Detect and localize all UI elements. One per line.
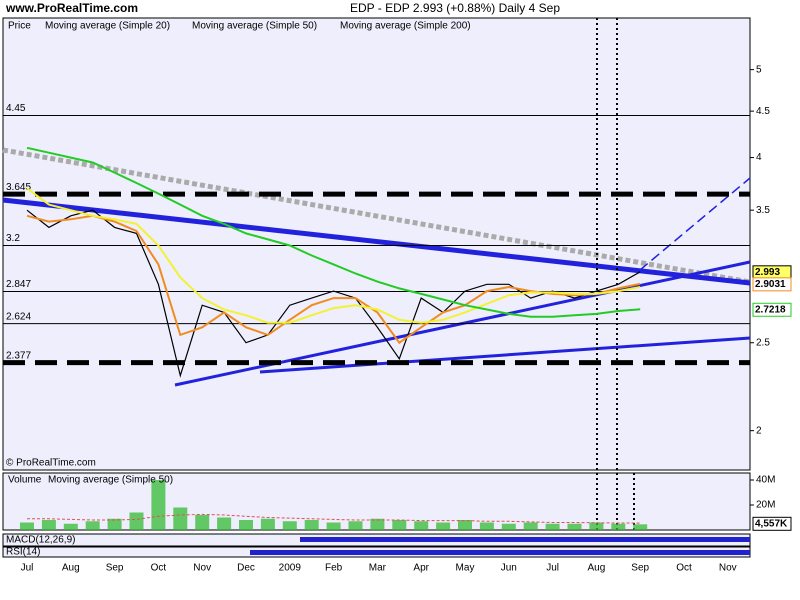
x-tick-label: Mar [369, 563, 387, 574]
level-label: 4.45 [6, 103, 26, 114]
x-tick-label: 2009 [279, 563, 302, 574]
volume-bar [20, 522, 34, 530]
volume-bar [63, 523, 78, 530]
volume-bar [523, 522, 538, 530]
level-label: 2.847 [6, 279, 31, 290]
x-tick-label: Nov [193, 563, 211, 574]
volume-average [27, 513, 641, 524]
volume-bar [41, 520, 56, 530]
last-value-box [752, 516, 792, 531]
moving-average [26, 187, 641, 324]
x-tick-label: Jul [21, 563, 34, 574]
x-tick-label: Feb [325, 563, 343, 574]
trendline [2, 197, 751, 286]
site-name: www.ProRealTime.com [5, 1, 138, 15]
chart-title: EDP - EDP 2.993 (+0.88%) Daily 4 Sep [350, 1, 560, 15]
volume-bar [85, 521, 100, 530]
volume-bar [567, 523, 582, 530]
y-tick-label: 2.5 [756, 337, 770, 348]
price-line [26, 209, 641, 378]
volume-bar [501, 523, 516, 530]
volume-bar [633, 524, 648, 530]
rsi-band [250, 550, 750, 555]
legend-label: Volume [8, 475, 42, 486]
last-value-label: 2.7218 [755, 304, 786, 315]
volume-bar [129, 512, 144, 530]
volume-bar [436, 522, 451, 530]
legend-label: Moving average (Simple 20) [45, 21, 170, 32]
volume-bar [282, 521, 297, 530]
x-tick-label: Aug [62, 563, 80, 574]
volume-bar [217, 517, 232, 530]
y-tick-label: 5 [756, 64, 762, 75]
level-label: 2.624 [6, 311, 31, 322]
level-label: 3.645 [6, 182, 31, 193]
indicator-label: RSI(14) [6, 547, 40, 558]
x-tick-label: Aug [588, 563, 606, 574]
level-label: 2.377 [6, 350, 31, 361]
volume-bar [370, 518, 385, 530]
volume-bar [326, 522, 341, 530]
x-tick-label: Nov [719, 563, 737, 574]
volume-bar [479, 522, 494, 530]
legend-label: Moving average (Simple 200) [340, 21, 471, 32]
y-tick-label: 20M [756, 500, 775, 511]
y-tick-label: 3.5 [756, 205, 770, 216]
macd-band [300, 537, 750, 542]
x-tick-label: Sep [631, 563, 649, 574]
trendline [639, 177, 751, 271]
last-value-box [752, 277, 792, 292]
volume-bar [458, 520, 472, 530]
y-tick-label: 40M [756, 475, 775, 486]
x-tick-label: Sep [106, 563, 124, 574]
last-value-label: 4,557K [755, 518, 788, 529]
last-value-box [752, 302, 792, 317]
volume-bar [611, 523, 626, 530]
y-tick-label: 4.5 [756, 106, 770, 117]
x-tick-label: Jun [501, 563, 517, 574]
volume-bar [195, 515, 210, 530]
volume-bar [239, 520, 253, 530]
indicator-label: MACD(12,26,9) [6, 535, 75, 546]
y-tick-label: 2 [756, 425, 762, 436]
trendline [2, 147, 751, 285]
x-tick-label: Oct [151, 563, 167, 574]
volume-bar [348, 521, 363, 530]
volume-bar [107, 518, 122, 530]
legend-label: Moving average (Simple 50) [192, 21, 317, 32]
volume-bar [414, 521, 429, 530]
x-tick-label: Dec [237, 563, 255, 574]
level-label: 3.2 [6, 233, 20, 244]
volume-bar [589, 522, 604, 530]
x-tick-label: Jul [546, 563, 559, 574]
trendline [259, 336, 751, 374]
volume-bar [392, 520, 407, 530]
volume-bar [151, 480, 166, 530]
legend-label: Price [8, 21, 31, 32]
y-tick-label: 4 [756, 152, 762, 163]
x-tick-label: May [456, 563, 475, 574]
volume-bar [173, 507, 188, 530]
volume-bar [545, 523, 560, 530]
volume-bar [304, 520, 319, 530]
last-value-label: 2.9031 [755, 279, 786, 290]
x-tick-label: Oct [676, 563, 692, 574]
x-tick-label: Apr [413, 563, 429, 574]
copyright: © ProRealTime.com [6, 458, 96, 469]
last-value-label: 2.993 [755, 267, 780, 278]
legend-label: Moving average (Simple 50) [48, 475, 173, 486]
volume-bar [260, 518, 275, 530]
moving-average [26, 146, 641, 318]
